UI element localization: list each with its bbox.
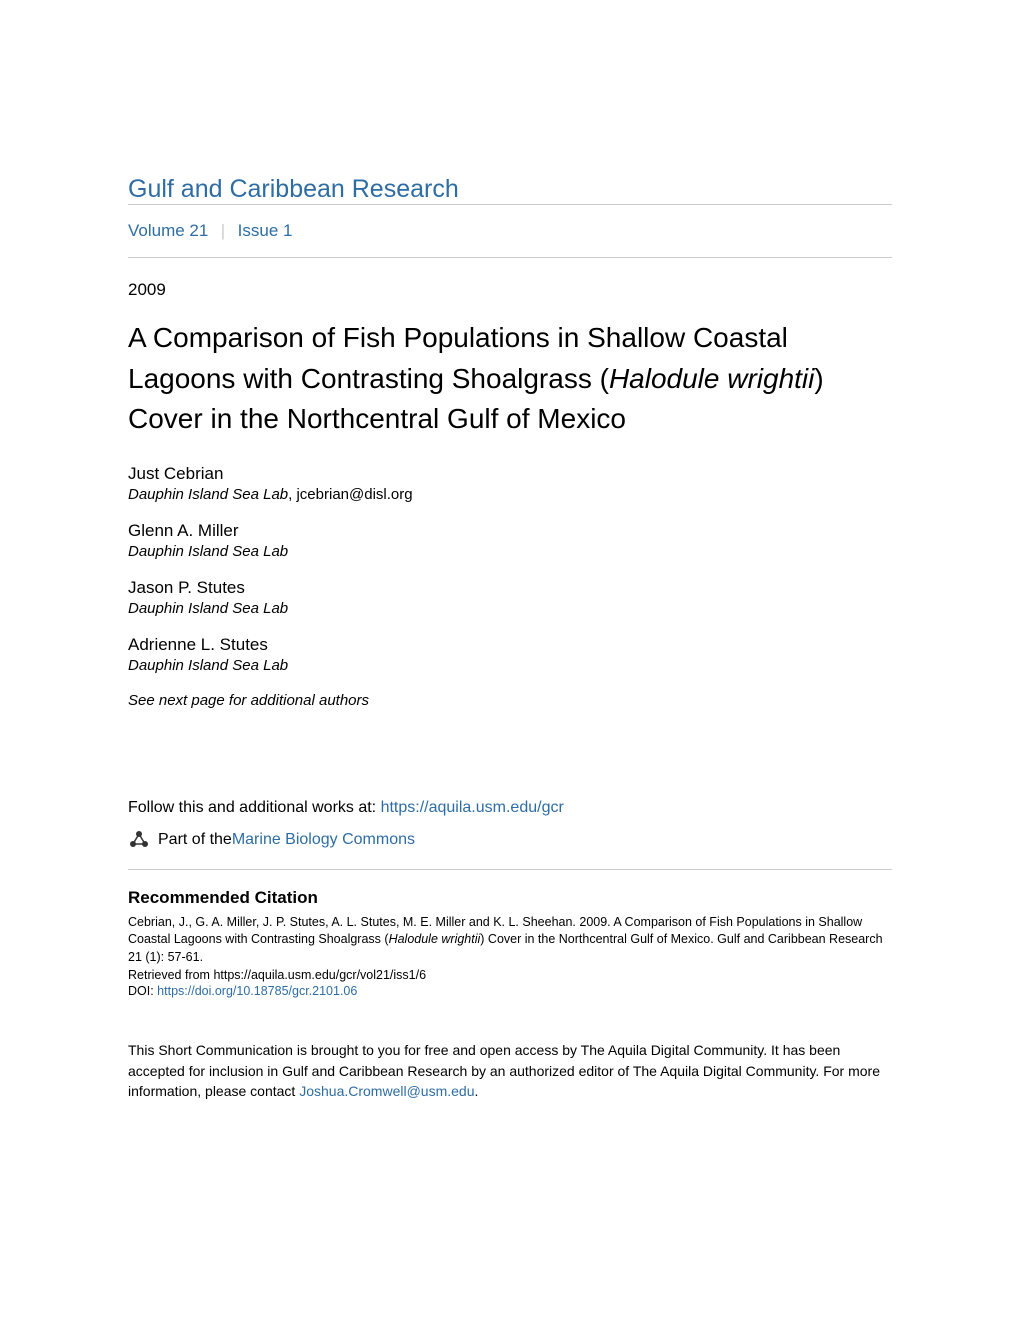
author-affiliation: Dauphin Island Sea Lab, jcebrian@disl.or… bbox=[128, 486, 892, 503]
author-name: Adrienne L. Stutes bbox=[128, 635, 892, 655]
author-block-2: Jason P. Stutes Dauphin Island Sea Lab bbox=[128, 578, 892, 617]
title-italic: Halodule wrightii bbox=[609, 363, 814, 394]
author-affiliation: Dauphin Island Sea Lab bbox=[128, 543, 892, 560]
divider-bottom bbox=[128, 257, 892, 258]
volume-issue-row: Volume 21 | Issue 1 bbox=[128, 205, 892, 257]
journal-title-link[interactable]: Gulf and Caribbean Research bbox=[128, 175, 459, 203]
author-block-3: Adrienne L. Stutes Dauphin Island Sea La… bbox=[128, 635, 892, 674]
author-block-1: Glenn A. Miller Dauphin Island Sea Lab bbox=[128, 521, 892, 560]
footer-text: This Short Communication is brought to y… bbox=[128, 1040, 892, 1101]
divider-recommended bbox=[128, 869, 892, 870]
author-name: Jason P. Stutes bbox=[128, 578, 892, 598]
follow-link[interactable]: https://aquila.usm.edu/gcr bbox=[381, 799, 564, 816]
author-email: jcebrian@disl.org bbox=[296, 486, 412, 503]
doi-link[interactable]: https://doi.org/10.18785/gcr.2101.06 bbox=[157, 984, 357, 998]
affiliation-text: Dauphin Island Sea Lab bbox=[128, 486, 288, 503]
follow-prefix: Follow this and additional works at: bbox=[128, 799, 381, 816]
retrieved-from: Retrieved from https://aquila.usm.edu/gc… bbox=[128, 968, 892, 982]
citation-text: Cebrian, J., G. A. Miller, J. P. Stutes,… bbox=[128, 914, 892, 967]
footer-part1: This Short Communication is brought to y… bbox=[128, 1042, 880, 1099]
article-title: A Comparison of Fish Populations in Shal… bbox=[128, 318, 892, 440]
author-block-0: Just Cebrian Dauphin Island Sea Lab, jce… bbox=[128, 464, 892, 503]
part-of-section: Part of the Marine Biology Commons bbox=[128, 829, 892, 851]
author-name: Just Cebrian bbox=[128, 464, 892, 484]
additional-authors-note: See next page for additional authors bbox=[128, 692, 892, 709]
contact-email-link[interactable]: Joshua.Cromwell@usm.edu bbox=[299, 1083, 474, 1099]
author-affiliation: Dauphin Island Sea Lab bbox=[128, 657, 892, 674]
network-icon bbox=[128, 829, 150, 851]
author-name: Glenn A. Miller bbox=[128, 521, 892, 541]
doi-label: DOI: bbox=[128, 984, 157, 998]
follow-section: Follow this and additional works at: htt… bbox=[128, 799, 892, 817]
issue-link[interactable]: Issue 1 bbox=[238, 221, 293, 240]
footer-part2: . bbox=[475, 1083, 479, 1099]
volume-link[interactable]: Volume 21 bbox=[128, 221, 208, 240]
recommended-citation-heading: Recommended Citation bbox=[128, 888, 892, 908]
author-affiliation: Dauphin Island Sea Lab bbox=[128, 600, 892, 617]
doi-line: DOI: https://doi.org/10.18785/gcr.2101.0… bbox=[128, 984, 892, 998]
part-of-prefix: Part of the bbox=[158, 831, 232, 849]
commons-link[interactable]: Marine Biology Commons bbox=[232, 831, 415, 849]
pipe-separator: | bbox=[221, 221, 225, 240]
publication-year: 2009 bbox=[128, 280, 892, 300]
citation-italic: Halodule wrightii bbox=[389, 932, 481, 946]
